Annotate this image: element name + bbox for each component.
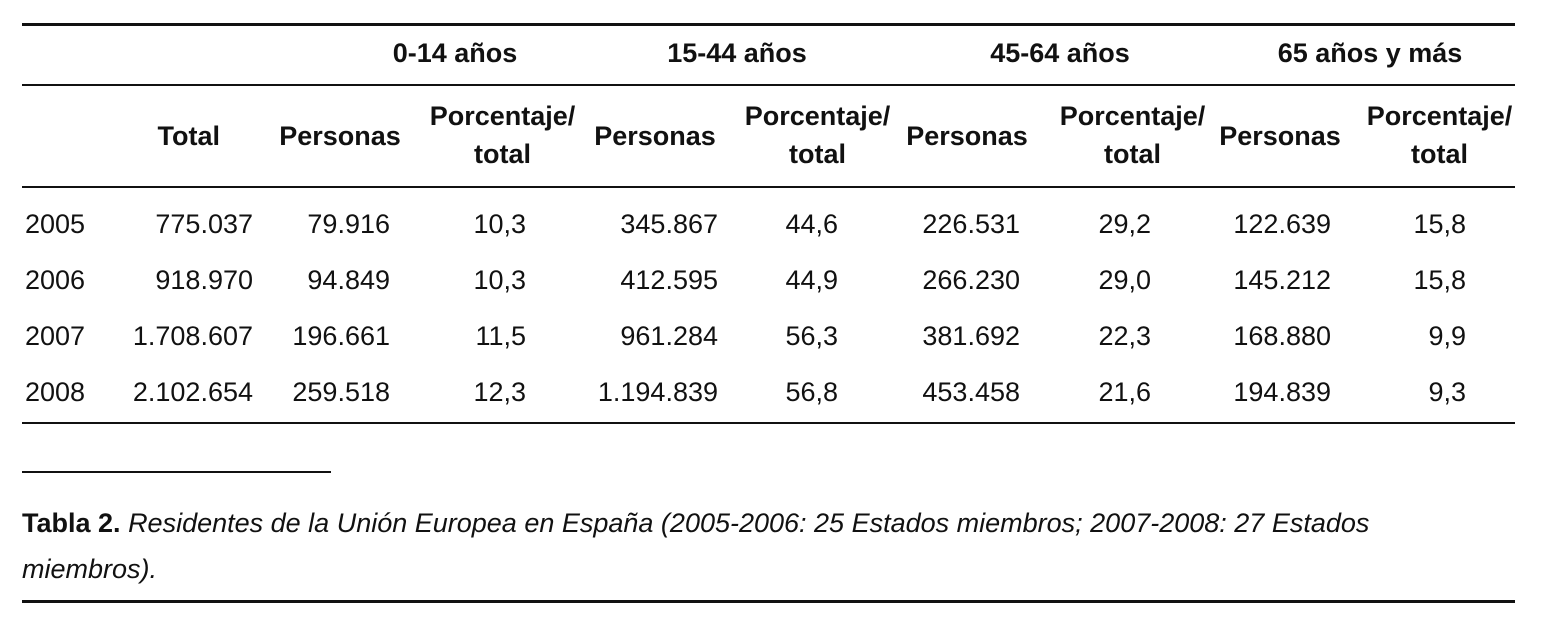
- cell-value: 145.212: [1233, 265, 1331, 295]
- cell-value: 15,8: [1413, 209, 1466, 239]
- row-year: 2005: [25, 209, 86, 239]
- cell-value: 9,3: [1428, 377, 1466, 407]
- cell-total: 2.102.654: [132, 377, 253, 407]
- cell-value: 122.639: [1233, 209, 1331, 239]
- group-header: 45-64 años: [990, 38, 1130, 68]
- table-caption: Tabla 2. Residentes de la Unión Europea …: [22, 500, 1502, 592]
- group-header: 15-44 años: [667, 38, 807, 68]
- cell-value: 259.518: [292, 377, 390, 407]
- cell-value: 10,3: [473, 265, 526, 295]
- table-subheader-rule: [22, 186, 1515, 188]
- cell-value: 44,6: [785, 209, 838, 239]
- cell-value: 381.692: [922, 321, 1020, 351]
- column-header-personas: Personas: [279, 121, 401, 151]
- cell-value: 94.849: [307, 265, 390, 295]
- cell-value: 12,3: [473, 377, 526, 407]
- column-header-porcentaje-line2: total: [789, 139, 846, 169]
- cell-value: 453.458: [922, 377, 1020, 407]
- cell-value: 345.867: [620, 209, 718, 239]
- cell-value: 56,3: [785, 321, 838, 351]
- cell-value: 196.661: [292, 321, 390, 351]
- column-header-porcentaje: Porcentaje/ total: [420, 97, 585, 173]
- cell-value: 10,3: [473, 209, 526, 239]
- row-year: 2006: [25, 265, 86, 295]
- table-top-rule: [22, 23, 1515, 26]
- row-year: 2008: [25, 377, 86, 407]
- column-header-total: Total: [157, 121, 221, 151]
- cell-value: 29,0: [1098, 265, 1151, 295]
- cell-value: 961.284: [620, 321, 718, 351]
- column-header-personas: Personas: [1219, 121, 1341, 151]
- cell-value: 29,2: [1098, 209, 1151, 239]
- cell-value: 56,8: [785, 377, 838, 407]
- column-header-porcentaje: Porcentaje/ total: [735, 97, 900, 173]
- column-header-porcentaje-line1: Porcentaje/: [429, 101, 576, 131]
- caption-bottom-rule: [22, 600, 1515, 603]
- table-header-rule: [22, 84, 1515, 86]
- cell-total: 1.708.607: [132, 321, 253, 351]
- column-header-porcentaje-line1: Porcentaje/: [1366, 101, 1513, 131]
- cell-value: 226.531: [922, 209, 1020, 239]
- cell-value: 11,5: [475, 321, 526, 351]
- table-bottom-rule: [22, 422, 1515, 424]
- cell-value: 9,9: [1428, 321, 1466, 351]
- column-header-porcentaje: Porcentaje/ total: [1357, 97, 1522, 173]
- cell-value: 266.230: [922, 265, 1020, 295]
- cell-value: 44,9: [785, 265, 838, 295]
- column-header-porcentaje: Porcentaje/ total: [1050, 97, 1215, 173]
- cell-total: 918.970: [155, 265, 253, 295]
- group-header: 0-14 años: [392, 38, 518, 68]
- column-header-porcentaje-line2: total: [1411, 139, 1468, 169]
- cell-value: 22,3: [1098, 321, 1151, 351]
- column-header-porcentaje-line2: total: [1104, 139, 1161, 169]
- caption-text: Residentes de la Unión Europea en España…: [22, 508, 1370, 584]
- cell-value: 194.839: [1233, 377, 1331, 407]
- cell-value: 15,8: [1413, 265, 1466, 295]
- cell-value: 79.916: [307, 209, 390, 239]
- group-header: 65 años y más: [1277, 38, 1463, 68]
- cell-total: 775.037: [155, 209, 253, 239]
- column-header-porcentaje-line2: total: [474, 139, 531, 169]
- caption-label: Tabla 2.: [22, 508, 121, 538]
- column-header-porcentaje-line1: Porcentaje/: [744, 101, 891, 131]
- column-header-personas: Personas: [594, 121, 716, 151]
- footnote-rule: [22, 471, 331, 473]
- column-header-personas: Personas: [906, 121, 1028, 151]
- column-header-porcentaje-line1: Porcentaje/: [1059, 101, 1206, 131]
- row-year: 2007: [25, 321, 86, 351]
- cell-value: 1.194.839: [597, 377, 718, 407]
- cell-value: 412.595: [620, 265, 718, 295]
- cell-value: 168.880: [1233, 321, 1331, 351]
- cell-value: 21,6: [1098, 377, 1151, 407]
